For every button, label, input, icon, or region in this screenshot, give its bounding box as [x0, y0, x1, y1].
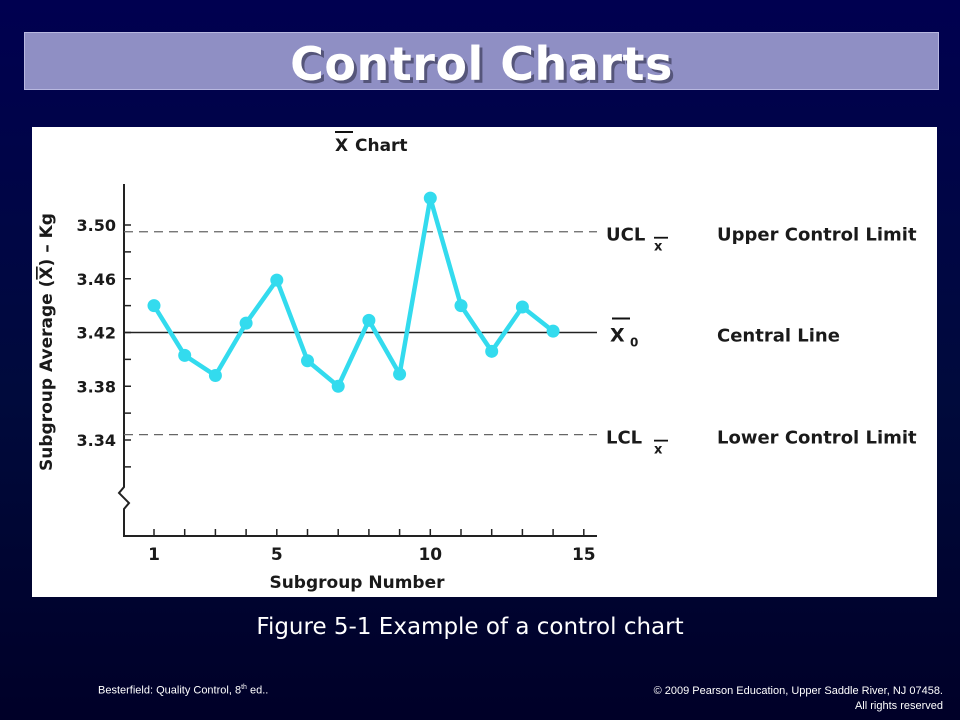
y-tick-label: 3.42: [77, 324, 116, 343]
y-tick-label: 3.38: [77, 377, 116, 396]
x-tick-label: 10: [418, 545, 442, 565]
series-line: [152, 195, 555, 389]
data-point: [178, 348, 192, 362]
control-line-label: X: [610, 325, 625, 347]
data-point: [270, 273, 284, 287]
y-tick-label: 3.46: [77, 270, 116, 289]
slide-title: Control Charts: [290, 37, 673, 91]
data-point: [362, 313, 376, 327]
footer-citation-a: Besterfield: Quality Control, 8: [98, 684, 242, 697]
data-point: [208, 369, 222, 382]
control-line-label: UCL: [606, 225, 645, 246]
y-tick-label: 3.50: [77, 216, 116, 235]
chart-title-x: X: [335, 136, 348, 156]
control-line-description: Upper Control Limit: [717, 225, 917, 246]
figure-caption: Figure 5-1 Example of a control chart: [256, 614, 684, 640]
data-point: [301, 354, 314, 368]
chart-panel: X Chart 3.34 3.38 3.42 3.46 3.50 1 5 10 15 Subgrou…: [32, 127, 937, 597]
data-point: [515, 300, 529, 314]
x-tick-label: 5: [271, 545, 283, 565]
x-tick-label: 1: [148, 545, 160, 565]
data-point: [331, 379, 345, 393]
x-axis-label: Subgroup Number: [269, 573, 445, 593]
data-point: [239, 316, 253, 330]
chart-title-rest: Chart: [355, 136, 408, 156]
data-point: [454, 299, 468, 313]
data-point: [147, 299, 161, 313]
footer-copyright: © 2009 Pearson Education, Upper Saddle R…: [654, 684, 943, 714]
data-point: [485, 344, 499, 358]
footer-citation: Besterfield: Quality Control, 8th ed..: [98, 684, 268, 697]
footer-citation-b: ed..: [246, 684, 269, 697]
axes: [117, 184, 597, 537]
x-tick-label: 15: [572, 545, 596, 565]
control-line-description: Central Line: [717, 326, 840, 347]
y-axis-label: Subgroup Average (X) – Kg: [37, 213, 57, 471]
control-line-description: Lower Control Limit: [717, 428, 917, 449]
y-tick-label: 3.34: [77, 431, 116, 450]
copyright-line-1: © 2009 Pearson Education, Upper Saddle R…: [653, 685, 943, 697]
control-line-subscript: x: [654, 443, 663, 458]
data-point: [423, 191, 437, 205]
title-bar: Control Charts: [24, 32, 939, 91]
copyright-line-2: All rights reserved: [854, 700, 943, 712]
footer-citation-sup: th: [241, 684, 247, 691]
control-line-subscript: 0: [630, 336, 638, 350]
data-point: [393, 367, 407, 381]
control-line-subscript: x: [654, 240, 663, 255]
data-point: [546, 324, 560, 338]
control-line-label: LCL: [606, 428, 642, 449]
